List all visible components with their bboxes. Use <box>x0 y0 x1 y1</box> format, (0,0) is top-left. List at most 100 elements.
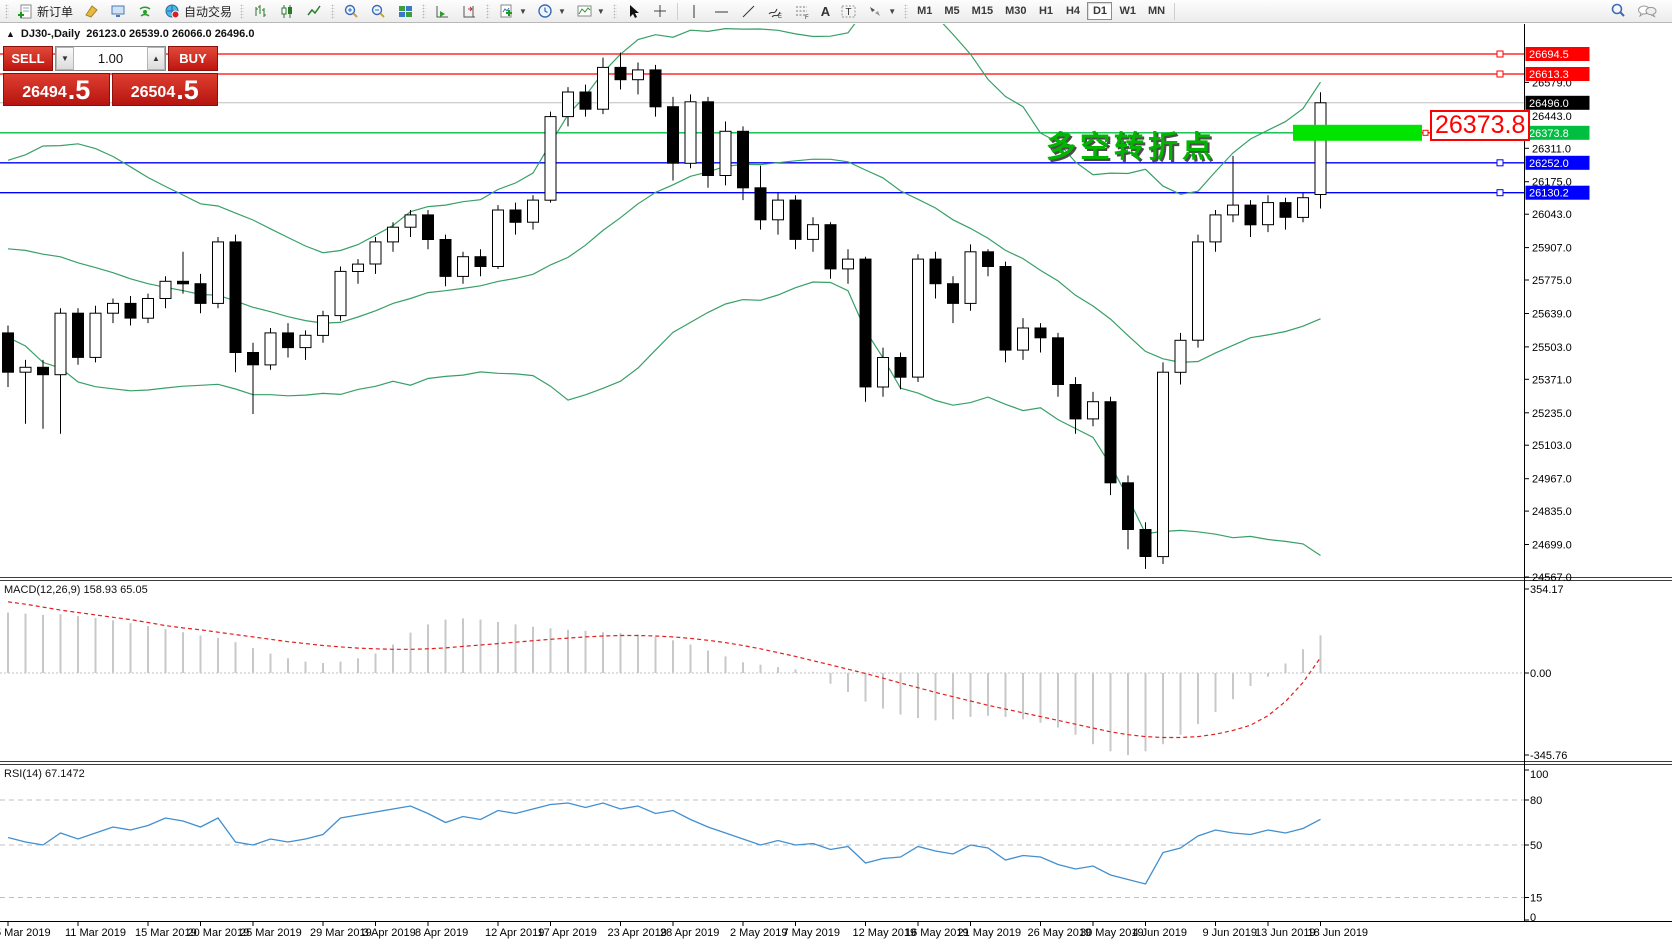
svg-text:4 Jun 2019: 4 Jun 2019 <box>1133 927 1187 939</box>
buy-price: 26504 <box>130 84 176 101</box>
svg-text:29 Mar 2019: 29 Mar 2019 <box>310 927 372 939</box>
macd-panel[interactable] <box>0 601 1524 755</box>
svg-text:F: F <box>805 15 809 20</box>
search-icon <box>1611 3 1625 17</box>
terminal-button[interactable] <box>105 1 132 21</box>
timeframe-m5[interactable]: M5 <box>944 5 960 17</box>
rsi-panel[interactable] <box>0 799 1524 898</box>
fibonacci-tool[interactable]: F <box>789 1 816 21</box>
zoom-out-button[interactable] <box>365 1 392 21</box>
price-axis[interactable]: 26579.026443.026311.026175.026043.025907… <box>1524 47 1590 924</box>
svg-text:26613.3: 26613.3 <box>1529 69 1569 81</box>
hline-anchor-marker <box>1496 50 1504 58</box>
quick-trade-button[interactable] <box>78 1 105 21</box>
arrows-tool[interactable]: ▼ <box>862 1 901 21</box>
svg-text:354.17: 354.17 <box>1530 584 1564 596</box>
timeframe-w1[interactable]: W1 <box>1119 5 1136 17</box>
sell-price-box[interactable]: 26494 .5 <box>3 73 110 106</box>
level-highlight-rectangle[interactable] <box>1293 124 1422 141</box>
macd-signal-line <box>7 601 1321 739</box>
crosshair-button[interactable] <box>647 1 674 21</box>
svg-text:25 Mar 2019: 25 Mar 2019 <box>240 927 302 939</box>
text-tool-icon: A <box>820 3 831 19</box>
timeframe-m15[interactable]: M15 <box>971 5 994 17</box>
bb-middle <box>7 158 1321 364</box>
templates-button[interactable]: ▼ <box>571 1 610 21</box>
chart-shift-button[interactable] <box>456 1 483 21</box>
svg-text:15: 15 <box>1530 893 1542 905</box>
timeframe-mn[interactable]: MN <box>1147 5 1166 17</box>
bar-chart-icon <box>255 4 267 17</box>
cursor-button[interactable] <box>620 1 647 21</box>
svg-text:28 Apr 2019: 28 Apr 2019 <box>660 927 719 939</box>
line-chart-icon <box>307 5 321 15</box>
indicators-button[interactable]: ▼ <box>493 1 532 21</box>
timeframe-h1[interactable]: H1 <box>1038 5 1054 17</box>
svg-text:25907.0: 25907.0 <box>1532 243 1572 255</box>
timeframe-d1[interactable]: D1 <box>1087 2 1113 20</box>
buy-price-box[interactable]: 26504 .5 <box>111 73 218 106</box>
svg-text:25503.0: 25503.0 <box>1532 342 1572 354</box>
chart-shift-icon <box>463 5 476 17</box>
text-tool[interactable]: A <box>816 1 835 21</box>
signals-button[interactable] <box>132 1 159 21</box>
svg-text:25103.0: 25103.0 <box>1532 440 1572 452</box>
main-price-chart[interactable] <box>0 0 1524 569</box>
zoom-in-icon <box>344 4 358 18</box>
auto-trading-button[interactable]: 自动交易 <box>159 1 237 21</box>
svg-text:E: E <box>778 14 782 20</box>
auto-scroll-button[interactable] <box>429 1 456 21</box>
templates-caret: ▼ <box>596 6 605 16</box>
bar-chart-button[interactable] <box>247 1 274 21</box>
hline-anchor-marker <box>1496 159 1504 167</box>
svg-text:24835.0: 24835.0 <box>1532 506 1572 518</box>
main-toolbar: 新订单 自动交易 ▼ ▼ <box>0 0 1672 23</box>
svg-text:26130.2: 26130.2 <box>1529 188 1569 200</box>
chat-button[interactable] <box>1632 1 1662 21</box>
buy-price-pips: .5 <box>176 75 199 105</box>
timeframe-m1[interactable]: M1 <box>917 5 933 17</box>
svg-text:18 Jun 2019: 18 Jun 2019 <box>1308 927 1369 939</box>
indicators-caret: ▼ <box>519 6 527 16</box>
svg-text:26043.0: 26043.0 <box>1532 209 1572 221</box>
toolbar-grip[interactable] <box>5 3 9 19</box>
tile-windows-button[interactable] <box>392 1 419 21</box>
svg-text:26252.0: 26252.0 <box>1529 158 1569 170</box>
search-button[interactable] <box>1604 1 1632 21</box>
volume-increase-button[interactable]: ▲ <box>147 47 165 70</box>
svg-text:24567.0: 24567.0 <box>1532 572 1572 584</box>
candlestick-chart-button[interactable] <box>274 1 301 21</box>
svg-text:5 Mar 2019: 5 Mar 2019 <box>0 927 51 939</box>
text-label-tool[interactable]: T <box>835 1 862 21</box>
horizontal-line-icon <box>714 11 728 12</box>
svg-text:15 Mar 2019: 15 Mar 2019 <box>135 927 197 939</box>
periods-button[interactable]: ▼ <box>532 1 571 21</box>
svg-text:0.00: 0.00 <box>1530 668 1551 680</box>
timeframe-h4[interactable]: H4 <box>1065 5 1081 17</box>
chart-text-annotation[interactable]: 多空转折点 <box>1046 131 1216 164</box>
volume-decrease-button[interactable]: ▼ <box>56 47 74 70</box>
trendline-tool[interactable] <box>735 1 762 21</box>
timeframe-group: M1 M5 M15 M30 H1 H4 D1 W1 MN <box>911 2 1171 20</box>
panel-separators[interactable] <box>0 577 1672 922</box>
volume-input[interactable]: 1.00 <box>97 51 124 66</box>
arrows-icon <box>870 6 881 16</box>
bb-lower <box>7 281 1321 557</box>
level-price-label[interactable]: 26373.8 <box>1430 110 1531 141</box>
zoom-in-button[interactable] <box>338 1 365 21</box>
new-order-icon <box>18 4 32 18</box>
equidistant-channel-tool[interactable]: E <box>762 1 789 21</box>
timeframe-m30[interactable]: M30 <box>1005 5 1027 17</box>
sell-button[interactable]: SELL <box>3 46 53 71</box>
new-order-button[interactable]: 新订单 <box>12 1 78 21</box>
svg-text:25775.0: 25775.0 <box>1532 275 1572 287</box>
svg-text:T: T <box>846 7 852 18</box>
horizontal-line-tool[interactable] <box>708 1 735 21</box>
trendline-icon <box>742 5 755 17</box>
vertical-line-tool[interactable] <box>681 1 708 21</box>
buy-button[interactable]: BUY <box>168 46 218 71</box>
svg-text:26373.8: 26373.8 <box>1529 128 1569 140</box>
line-chart-button[interactable] <box>301 1 328 21</box>
one-click-collapse-icon[interactable]: ▲ <box>6 29 15 39</box>
